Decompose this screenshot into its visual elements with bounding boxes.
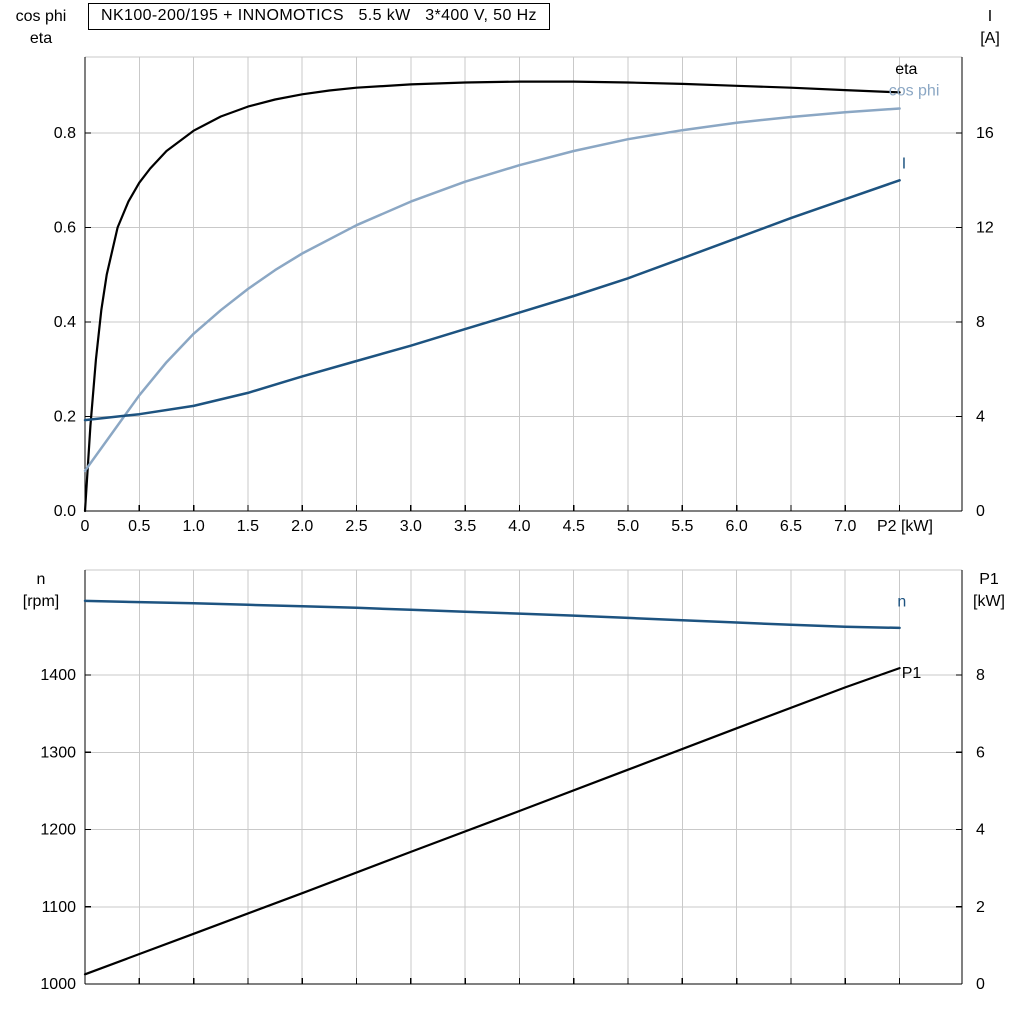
y-left-tick-label: 1000 [40, 976, 76, 993]
x-tick-label: 7.0 [834, 518, 856, 535]
y-left-tick-label: 1100 [42, 899, 77, 916]
axis-title-current: I [987, 8, 993, 25]
y-right-tick-label: 4 [976, 409, 985, 426]
x-tick-label: 1.5 [237, 518, 259, 535]
x-tick-label: 6.5 [780, 518, 802, 535]
y-left-tick-label: 1200 [40, 822, 76, 839]
y-left-tick-label: 0.6 [54, 220, 76, 237]
axis-title-eta: eta [29, 30, 53, 47]
input-power-curve [83, 667, 901, 976]
y-left-tick-label: 0.4 [54, 314, 76, 331]
eta-curve-label: eta [895, 61, 917, 78]
y-left-tick-label: 0.8 [54, 125, 76, 142]
current-curve [83, 179, 901, 422]
eta-curve [83, 80, 901, 513]
axis-title-p1-unit: [kW] [973, 593, 1005, 610]
axis-title-cos-phi: cos phi [15, 8, 67, 25]
x-tick-label: 0 [81, 518, 90, 535]
y-right-tick-label: 0 [976, 503, 985, 520]
speed-curve [83, 599, 901, 630]
y-right-tick-label: 0 [976, 976, 985, 993]
x-tick-label: 3.0 [400, 518, 422, 535]
x-tick-label: 3.5 [454, 518, 476, 535]
x-tick-label: 6.0 [726, 518, 748, 535]
y-left-tick-label: 0.2 [54, 409, 76, 426]
axis-title-p1: P1 [979, 571, 999, 588]
bottom-right-axis-title: P1 [kW] [958, 569, 1020, 613]
bottom-left-axis-title: n [rpm] [0, 569, 82, 613]
chart-title: NK100-200/195 + INNOMOTICS 5.5 kW 3*400 … [88, 3, 550, 30]
y-right-tick-label: 6 [976, 744, 985, 761]
x-tick-label: 4.5 [563, 518, 585, 535]
y-right-tick-label: 2 [976, 899, 985, 916]
y-right-tick-label: 12 [976, 220, 994, 237]
y-right-tick-label: 8 [976, 314, 985, 331]
y-right-tick-label: 16 [976, 125, 994, 142]
cos-phi-curve-label: cos phi [889, 83, 940, 100]
axis-title-speed-unit: [rpm] [22, 593, 60, 610]
y-left-tick-label: 0.0 [54, 503, 76, 520]
x-tick-label: 1.0 [182, 518, 204, 535]
top-left-axis-title: cos phi eta [0, 6, 82, 50]
y-left-tick-label: 1400 [40, 667, 76, 684]
cos-phi-curve [83, 107, 901, 473]
speed-curve-label: n [897, 593, 906, 610]
current-curve-label: I [902, 155, 906, 172]
x-tick-label: 5.0 [617, 518, 639, 535]
axis-title-current-unit: [A] [980, 30, 1000, 47]
x-tick-label: 0.5 [128, 518, 150, 535]
y-left-tick-label: 1300 [40, 744, 76, 761]
input-power-curve-label: P1 [902, 665, 922, 682]
axis-title-speed: n [36, 571, 46, 588]
x-tick-label: 2.0 [291, 518, 313, 535]
y-right-tick-label: 8 [976, 667, 985, 684]
x-tick-label: 2.5 [345, 518, 367, 535]
x-tick-label: 5.5 [671, 518, 693, 535]
y-right-tick-label: 4 [976, 822, 985, 839]
x-tick-label: 4.0 [508, 518, 530, 535]
top-right-axis-title: I [A] [960, 6, 1020, 50]
x-axis-label: P2 [kW] [877, 518, 933, 535]
